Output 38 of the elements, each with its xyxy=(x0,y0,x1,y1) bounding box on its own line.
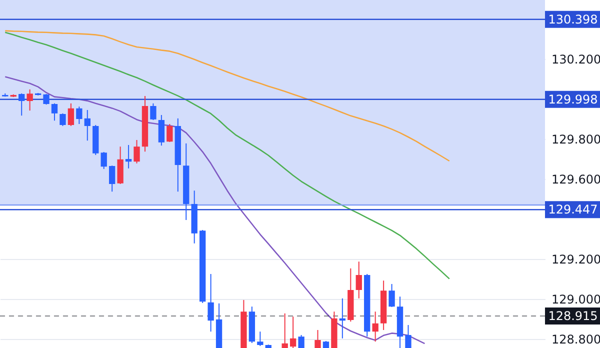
candlestick xyxy=(282,312,288,348)
candlestick xyxy=(125,144,132,169)
candlestick xyxy=(208,274,214,332)
ref-line-label: 129.447 xyxy=(548,202,598,217)
y-tick-label: 129.600 xyxy=(552,172,600,186)
candlestick xyxy=(18,92,25,116)
candlestick xyxy=(166,124,173,142)
candlestick xyxy=(134,140,140,164)
y-tick-label: 129.000 xyxy=(552,292,600,306)
y-tick-label: 129.800 xyxy=(552,132,600,146)
candlestick xyxy=(290,316,296,348)
candlestick xyxy=(76,106,82,124)
ref-line-label: 128.915 xyxy=(548,309,598,323)
y-tick-label: 129.200 xyxy=(552,252,600,266)
ref-line-label: 130.398 xyxy=(548,12,598,26)
candlestick xyxy=(51,102,58,122)
line-series xyxy=(4,30,450,162)
candlestick xyxy=(372,311,378,342)
candlestick xyxy=(43,94,50,106)
line-series xyxy=(4,32,450,280)
candlestick xyxy=(405,324,412,348)
candlestick xyxy=(150,102,156,120)
candlestick xyxy=(109,165,116,192)
candlestick xyxy=(356,261,362,299)
candlestick xyxy=(84,110,90,142)
y-tick-label: 130.200 xyxy=(552,52,600,66)
candlestick xyxy=(26,88,33,112)
candlestick xyxy=(68,102,74,126)
candlestick xyxy=(117,146,124,184)
y-tick-label: 128.800 xyxy=(552,332,600,346)
ref-line-label: 129.998 xyxy=(548,92,598,106)
candlestick xyxy=(60,112,66,126)
candlestick xyxy=(158,114,165,146)
candlestick xyxy=(388,284,395,308)
candlestick xyxy=(314,330,321,348)
candlestick xyxy=(298,334,304,348)
candlestick xyxy=(100,152,107,170)
candlestick xyxy=(257,331,264,346)
